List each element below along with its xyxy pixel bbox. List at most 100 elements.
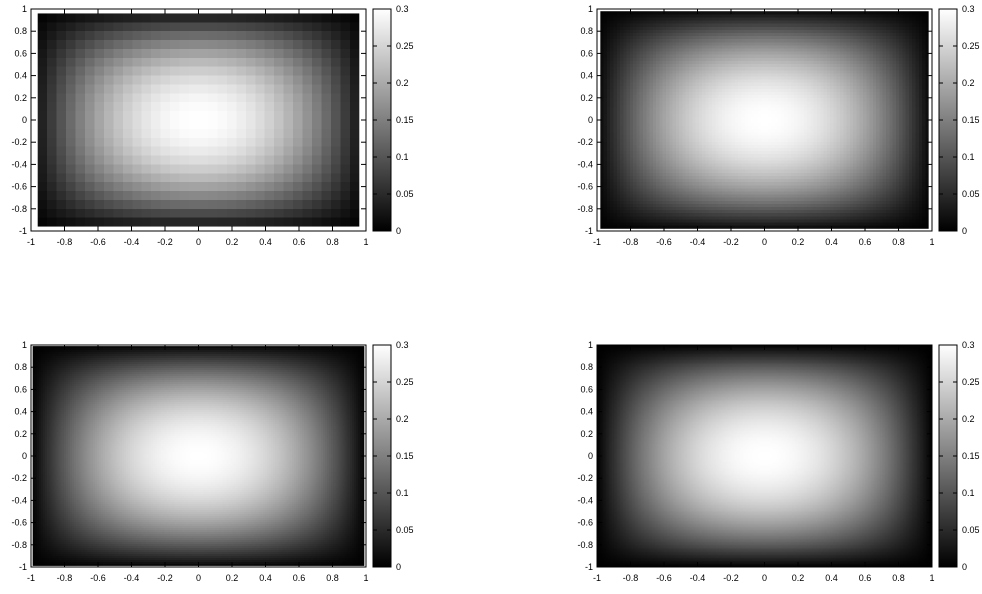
x-tick-label: 0.8 [892,573,905,583]
x-tick-label: 0 [196,573,201,583]
x-tick-label: 0.4 [825,237,838,247]
colorbar: 0.3 0.25 0.2 0.15 0.1 0.05 0 [372,340,414,572]
x-tick-label: -0.2 [157,237,173,247]
y-tick-label: 0.2 [580,93,593,103]
y-tick-label: -0.2 [11,473,27,483]
heatmap-surface [37,13,360,227]
colorbar-tick-label: 0.25 [396,377,414,387]
colorbar-tick-label: 0.2 [396,78,409,88]
x-tick-label: 0.6 [859,237,872,247]
x-tick-label: 0.8 [326,237,339,247]
y-tick-label: 0.4 [14,71,27,81]
x-tick-label: 0.4 [259,573,272,583]
heatmap-surface [600,11,929,229]
colorbar: 0.3 0.25 0.2 0.15 0.1 0.05 0 [938,4,980,236]
y-tick-label: 0.8 [14,26,27,36]
colorbar-tick-label: 0.2 [962,78,975,88]
y-tick-label: -1 [585,562,593,572]
x-tick-label: 0.4 [259,237,272,247]
x-tick-label: 1 [363,573,368,583]
y-tick-label: -0.4 [11,495,27,505]
x-tick-label: 0.8 [892,237,905,247]
colorbar-tick-label: 0.05 [962,189,980,199]
y-tick-label: 1 [588,340,593,350]
colorbar-tick-label: 0.05 [396,525,414,535]
y-tick-label: 0 [22,115,27,125]
colorbar-tick-label: 0.05 [396,189,414,199]
y-tick-label: 0.8 [580,362,593,372]
colorbar-tick-label: 0.05 [962,525,980,535]
y-tick-label: 1 [22,340,27,350]
colorbar-tick-label: 0.15 [396,451,414,461]
x-tick-label: -0.8 [623,573,639,583]
x-tick-label: 0.8 [326,573,339,583]
colorbar-tick-label: 0.15 [962,115,980,125]
y-tick-label: 0.8 [14,362,27,372]
heatmap-panel-4: -1 -0.8 -0.6 -0.4 -0.2 0 0.2 0.4 0.6 0.8 1 1 0.8 0.6 0… [577,340,979,583]
y-tick-label: 0.4 [580,407,593,417]
y-tick-label: 0 [22,451,27,461]
x-tick-label: -0.2 [157,573,173,583]
x-tick-label: -0.4 [690,573,706,583]
x-tick-label: -1 [27,237,35,247]
colorbar-tick-label: 0.15 [396,115,414,125]
y-tick-label: -0.4 [577,159,593,169]
y-tick-label: -0.8 [577,204,593,214]
y-tick-label: -0.8 [11,204,27,214]
y-tick-label: 0.4 [14,407,27,417]
y-tick-label: 0.6 [580,384,593,394]
colorbar-tick-label: 0.25 [396,41,414,51]
heatmap-panel-2: -1 -0.8 -0.6 -0.4 -0.2 0 0.2 0.4 0.6 0.8 1 1 0.8 0.6 0… [577,4,979,247]
heatmap-surface [597,345,932,567]
colorbar-tick-label: 0.25 [962,377,980,387]
x-tick-label: -0.6 [656,573,672,583]
x-tick-label: 0.6 [293,237,306,247]
x-tick-label: 0 [762,573,767,583]
y-tick-label: 1 [588,4,593,14]
x-tick-label: 0.2 [226,573,239,583]
colorbar-tick-label: 0.1 [396,488,409,498]
colorbar-tick-label: 0.1 [396,152,409,162]
heatmap-panel-3: -1 -0.8 -0.6 -0.4 -0.2 0 0.2 0.4 0.6 0.8 1 1 0.8 0.6 0… [11,340,413,583]
x-tick-label: -0.4 [690,237,706,247]
colorbar-gradient [373,9,391,231]
x-tick-label: -1 [593,237,601,247]
colorbar-tick-label: 0.1 [962,488,975,498]
colorbar-tick-label: 0.25 [962,41,980,51]
y-tick-label: 0.2 [14,93,27,103]
x-tick-label: 0.6 [293,573,306,583]
y-tick-label: -0.2 [11,137,27,147]
colorbar-tick-label: 0.3 [962,4,975,14]
colorbar-tick-label: 0 [396,562,401,572]
y-tick-label: 0.2 [580,429,593,439]
x-tick-label: -1 [593,573,601,583]
x-tick-label: -1 [27,573,35,583]
colorbar-tick-label: 0.2 [962,414,975,424]
colorbar-gradient [939,345,957,567]
x-tick-label: 1 [929,573,934,583]
y-tick-label: -1 [585,226,593,236]
y-tick-label: 0 [588,451,593,461]
y-tick-label: -0.2 [577,473,593,483]
colorbar-tick-label: 0.1 [962,152,975,162]
y-tick-label: 0.6 [14,48,27,58]
colorbar-tick-label: 0 [396,226,401,236]
x-tick-label: -0.8 [57,237,73,247]
x-tick-label: 0.2 [792,237,805,247]
x-tick-label: 0.4 [825,573,838,583]
x-tick-label: -0.2 [723,237,739,247]
colorbar-gradient [373,345,391,567]
x-tick-label: -0.8 [57,573,73,583]
y-tick-label: -0.6 [11,518,27,528]
colorbar-tick-label: 0.3 [962,340,975,350]
x-tick-label: -0.4 [124,573,140,583]
colorbar-tick-label: 0.2 [396,414,409,424]
colorbar: 0.3 0.25 0.2 0.15 0.1 0.05 0 [938,340,980,572]
colorbar-gradient [939,9,957,231]
x-tick-label: -0.8 [623,237,639,247]
x-tick-label: 0.2 [226,237,239,247]
y-tick-label: 0 [588,115,593,125]
colorbar-tick-label: 0.15 [962,451,980,461]
